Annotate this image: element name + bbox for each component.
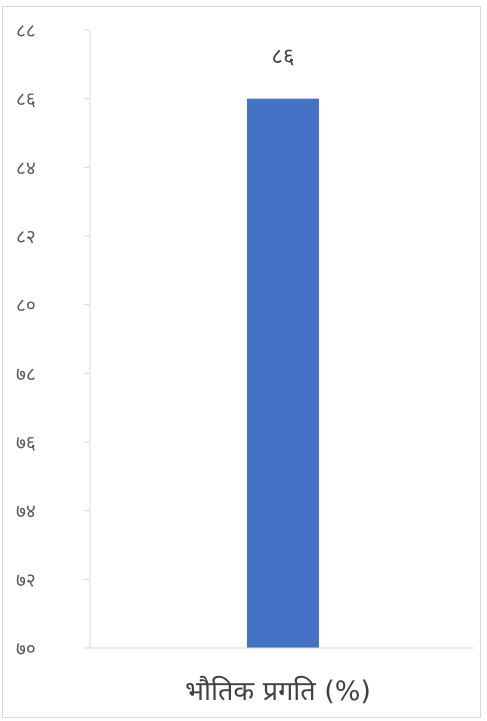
bar-data-label: ८६ — [272, 45, 295, 70]
bar — [247, 98, 319, 648]
y-tick-label: ७८ — [16, 363, 36, 385]
y-tick-label: ७० — [16, 638, 36, 660]
x-category-label: भौतिक प्रगति (%) — [185, 675, 371, 707]
y-tick-label: ८८ — [16, 20, 36, 42]
y-tick-label: ८४ — [16, 157, 36, 179]
y-tick-label: ७२ — [16, 569, 36, 591]
y-tick-label: ८० — [16, 295, 36, 317]
y-axis: ७० ७२ ७४ ७६ ७८ ८० ८२ ८४ ८६ ८८ — [16, 20, 91, 660]
y-tick-label: ७६ — [16, 432, 36, 454]
y-tick-label: ८२ — [16, 226, 36, 248]
x-axis: भौतिक प्रगति (%) — [90, 647, 474, 707]
chart-frame — [2, 6, 481, 718]
bars: ८६ — [247, 45, 319, 648]
y-tick-label: ७४ — [16, 501, 36, 523]
y-tick-label: ८६ — [16, 89, 36, 111]
